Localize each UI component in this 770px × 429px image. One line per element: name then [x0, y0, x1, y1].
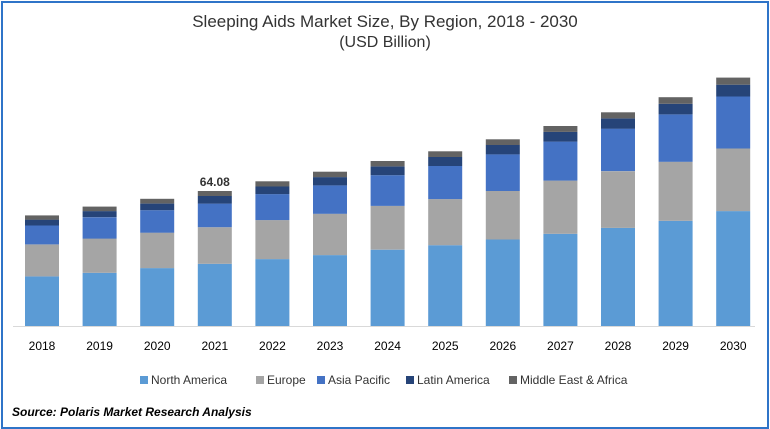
bar-segment: [255, 186, 290, 195]
bar-segment: [658, 114, 693, 162]
legend-label: North America: [151, 373, 227, 387]
bar-segment: [255, 194, 290, 221]
bar-segment: [601, 171, 635, 228]
bar-segment: [543, 131, 578, 142]
bar-segment: [428, 157, 463, 166]
bar-segment: [601, 128, 635, 172]
legend-swatch: [406, 376, 414, 384]
bar-segment: [543, 141, 578, 181]
bar-segment: [370, 175, 405, 206]
bar-segment: [313, 255, 347, 326]
x-tick-label: 2024: [374, 339, 401, 353]
x-tick-label: 2029: [662, 339, 689, 353]
x-tick-label: 2026: [489, 339, 516, 353]
x-tick-label: 2028: [605, 339, 632, 353]
x-tick-label: 2019: [86, 339, 113, 353]
bar-segment: [370, 161, 405, 167]
legend-label: Latin America: [417, 373, 490, 387]
stacked-bar-chart: 2018 2019 2020 2021 64.08 2022 2023 2024 2025 202…: [13, 77, 755, 387]
bar-segment: [428, 199, 463, 246]
bar-segment: [140, 198, 175, 204]
x-tick-label: 2020: [144, 339, 171, 353]
bar-segment: [255, 181, 290, 187]
bar-segment: [25, 276, 59, 326]
x-tick-label: 2022: [259, 339, 286, 353]
bar-segment: [140, 232, 175, 269]
bar-segment: [601, 112, 635, 119]
bar-segment: [255, 220, 290, 260]
bar-segment: [658, 161, 693, 221]
bar-segment: [25, 219, 59, 226]
bar-segment: [140, 210, 175, 233]
bar-segment: [25, 225, 59, 245]
bar-segment: [255, 259, 290, 326]
bar-segment: [658, 97, 693, 104]
bar-segment: [716, 148, 751, 212]
x-tick-label: 2030: [720, 339, 747, 353]
data-label: 64.08: [200, 175, 230, 189]
bar-segment: [370, 166, 405, 176]
source-note: Source: Polaris Market Research Analysis: [12, 405, 252, 419]
bar-segment: [485, 239, 520, 326]
bar-segment: [543, 126, 578, 132]
bar-segment: [601, 227, 635, 326]
legend-swatch: [317, 376, 325, 384]
bar-segment: [716, 211, 751, 326]
bar-segment: [197, 191, 232, 196]
bar-segment: [140, 203, 175, 211]
bar-segment: [428, 245, 463, 326]
legend-label: Europe: [267, 373, 306, 387]
bar-segment: [543, 180, 578, 234]
bar-segment: [370, 249, 405, 326]
bar-segment: [370, 205, 405, 250]
x-tick-label: 2025: [432, 339, 459, 353]
bar-segment: [601, 118, 635, 129]
bar-segment: [485, 154, 520, 191]
bar-segment: [82, 211, 117, 218]
legend-label: Asia Pacific: [328, 373, 390, 387]
legend-label: Middle East & Africa: [520, 373, 628, 387]
bar-segment: [197, 227, 232, 264]
bar-segment: [197, 203, 232, 228]
bar-segment: [25, 244, 59, 277]
bar-segment: [485, 144, 520, 155]
bar-segment: [716, 77, 751, 85]
bar-segment: [716, 96, 751, 149]
bar-segment: [197, 196, 232, 204]
chart-title: Sleeping Aids Market Size, By Region, 20…: [192, 12, 578, 31]
bar-segment: [82, 238, 117, 273]
bar-segment: [82, 206, 117, 212]
bar-segment: [313, 185, 347, 214]
bar-segment: [82, 217, 117, 239]
bar-segment: [82, 272, 117, 326]
legend-swatch: [256, 376, 264, 384]
bar-segment: [543, 233, 578, 326]
bar-segment: [313, 177, 347, 186]
bar-segment: [313, 213, 347, 256]
legend-swatch: [509, 376, 517, 384]
bar-segment: [658, 103, 693, 115]
x-tick-label: 2023: [317, 339, 344, 353]
legend-swatch: [140, 376, 148, 384]
bar-segment: [485, 139, 520, 145]
chart-subtitle: (USD Billion): [339, 34, 431, 51]
x-tick-label: 2018: [29, 339, 56, 353]
x-tick-label: 2027: [547, 339, 574, 353]
bar-segment: [428, 166, 463, 200]
bar-segment: [716, 84, 751, 97]
bar-segment: [428, 151, 463, 157]
bar-segment: [140, 268, 175, 326]
bar-segment: [313, 171, 347, 178]
bar-segment: [485, 191, 520, 240]
bar-segment: [197, 263, 232, 326]
bar-segment: [25, 215, 59, 220]
bar-segment: [658, 220, 693, 326]
x-tick-label: 2021: [201, 339, 228, 353]
